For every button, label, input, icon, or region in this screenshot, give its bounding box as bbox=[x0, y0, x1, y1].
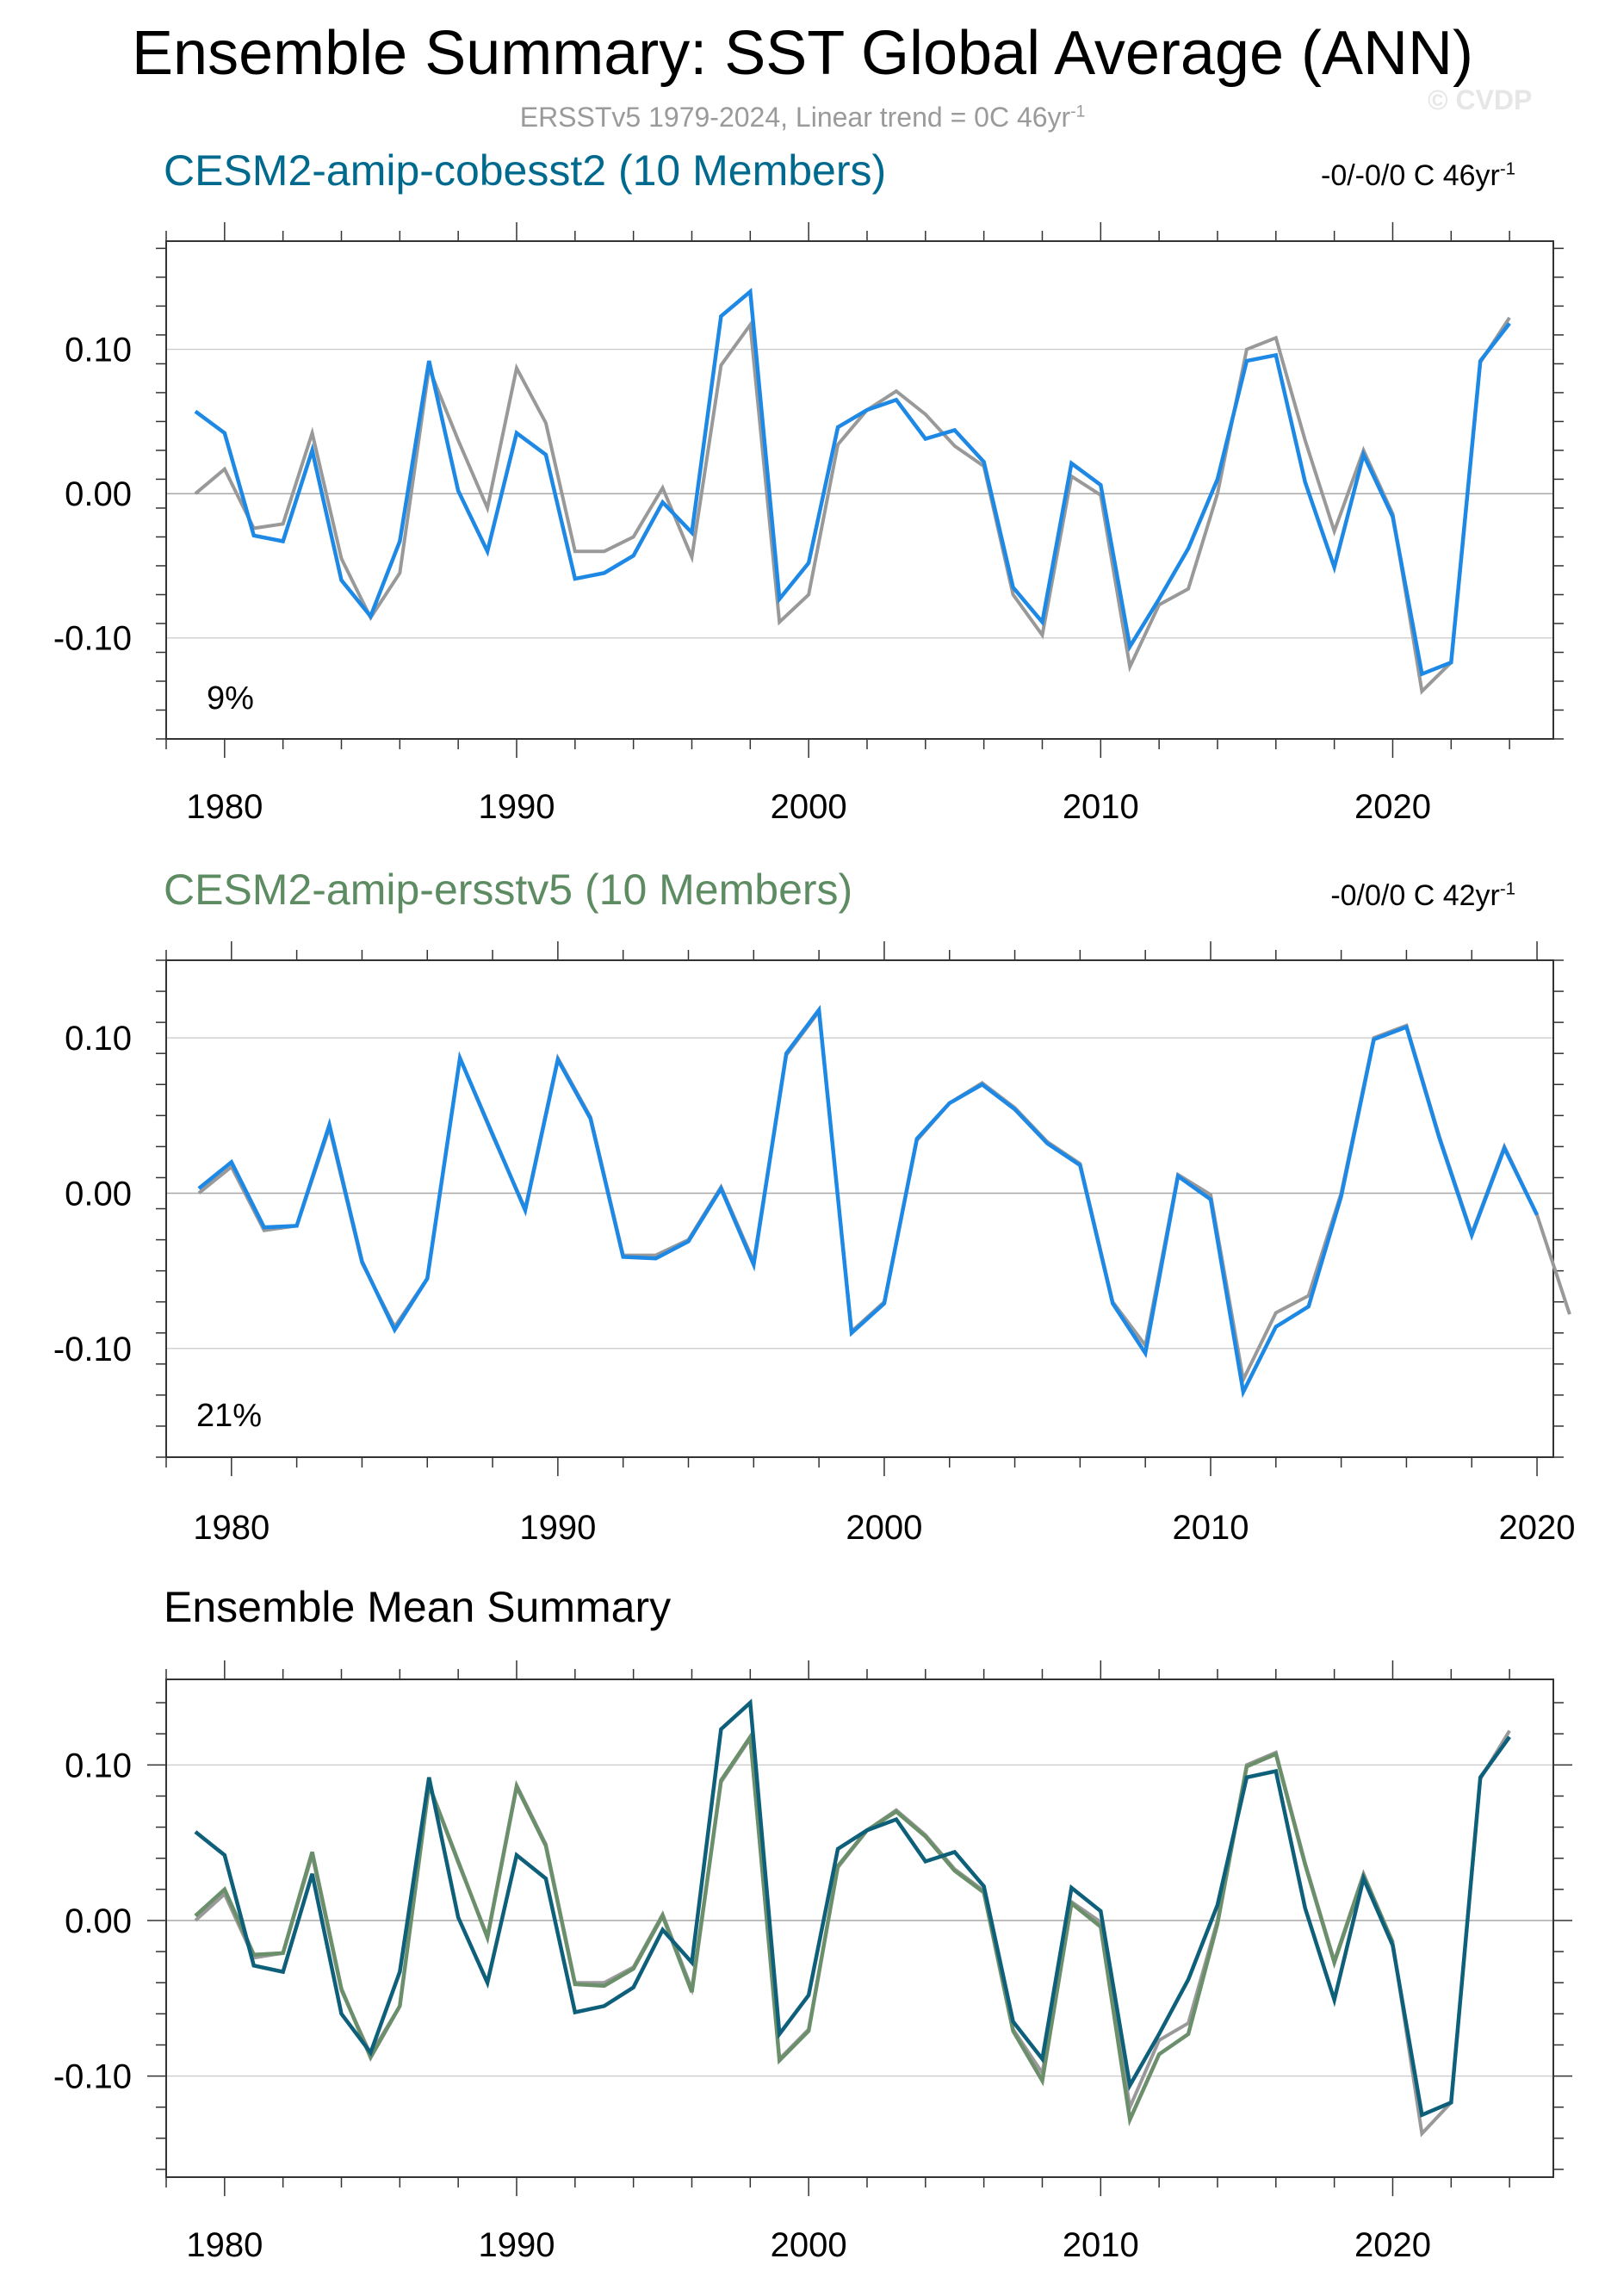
copyright-mark: © CVDP bbox=[1428, 84, 1533, 115]
panel3-series-line bbox=[194, 1731, 1395, 2127]
panel1-trend-text: -0/-0/0 C 46yr bbox=[1321, 159, 1500, 192]
panel3-chart: 0.10 0.00 -0.10 1980 1990 2000 2010 2020 bbox=[53, 1660, 1572, 2264]
panel1-series-line bbox=[194, 288, 1511, 677]
panel3-series-3 bbox=[194, 1698, 1511, 2118]
subtitle-text: ERSSTv5 1979-2024, Linear trend = 0C 46y… bbox=[519, 102, 1071, 133]
panel1-series-2 bbox=[194, 288, 1511, 677]
panel2-series-1 bbox=[197, 1007, 1571, 1386]
panel1-chart: 0.10 0.00 -0.10 1980 1990 2000 2010 2020 9% bbox=[53, 222, 1564, 826]
panel3-xtick-label: 2020 bbox=[1354, 2226, 1431, 2264]
panel3-ytick-label: -0.10 bbox=[53, 2058, 132, 2096]
panel2-xtick-label: 2010 bbox=[1172, 1509, 1249, 1547]
panel2-ytick-label: 0.00 bbox=[65, 1175, 132, 1213]
figure-subtitle: ERSSTv5 1979-2024, Linear trend = 0C 46y… bbox=[0, 100, 1605, 134]
panel2-ytick-label: -0.10 bbox=[53, 1331, 132, 1368]
panel3-plot-frame bbox=[165, 1679, 1554, 2178]
panel3-series-2 bbox=[194, 1731, 1395, 2127]
panel3-xtick-label: 1980 bbox=[186, 2226, 263, 2264]
panel1-xtick-label: 2010 bbox=[1063, 788, 1139, 826]
panel3-title: Ensemble Mean Summary bbox=[164, 1583, 672, 1631]
panel2-trend-sup: -1 bbox=[1499, 879, 1515, 899]
panel3-series-line bbox=[194, 1698, 1511, 2118]
panel1-xtick-label: 2020 bbox=[1354, 788, 1431, 826]
panel1-ytick-label: -0.10 bbox=[53, 620, 132, 658]
panel3-xtick-label: 1990 bbox=[478, 2226, 555, 2264]
panel2-chart: 0.10 0.00 -0.10 1980 1990 2000 2010 2020 21% bbox=[53, 941, 1576, 1547]
panel1-xtick-label: 1990 bbox=[478, 788, 555, 826]
panel2-series-2 bbox=[197, 1004, 1540, 1399]
panel3-xtick-label: 2010 bbox=[1063, 2226, 1139, 2264]
panel1-series-1 bbox=[194, 316, 1511, 695]
figure-title: Ensemble Summary: SST Global Average (AN… bbox=[132, 19, 1473, 88]
panel3-ytick-label: 0.10 bbox=[65, 1747, 132, 1784]
panel1-trend-sup: -1 bbox=[1499, 159, 1515, 179]
panel2-percent-annotation: 21% bbox=[196, 1398, 262, 1434]
panel2-ytick-label: 0.10 bbox=[65, 1020, 132, 1058]
panel1-plot-frame bbox=[165, 240, 1554, 740]
panel2-trend-text: -0/0/0 C 42yr bbox=[1330, 879, 1500, 912]
panel3-ytick-label: 0.00 bbox=[65, 1902, 132, 1940]
panel3-xtick-label: 2000 bbox=[771, 2226, 847, 2264]
subtitle-superscript: -1 bbox=[1070, 102, 1086, 121]
panel1-percent-annotation: 9% bbox=[207, 680, 254, 717]
panel2-xtick-label: 1990 bbox=[519, 1509, 596, 1547]
panel1-ytick-label: 0.00 bbox=[65, 475, 132, 513]
panel1-title: CESM2-amip-cobesst2 (10 Members) bbox=[164, 146, 887, 195]
panel2-xtick-label: 1980 bbox=[193, 1509, 270, 1547]
panel2-trend-label: -0/0/0 C 42yr-1 bbox=[1330, 878, 1515, 913]
panel2-series-line bbox=[197, 1007, 1571, 1386]
panel2-title: CESM2-amip-ersstv5 (10 Members) bbox=[164, 866, 853, 914]
panel1-xtick-label: 1980 bbox=[186, 788, 263, 826]
panel1-series-line bbox=[194, 316, 1511, 695]
panel2-plot-frame bbox=[165, 959, 1554, 1458]
panel1-xtick-label: 2000 bbox=[771, 788, 847, 826]
panel1-ytick-label: 0.10 bbox=[65, 332, 132, 369]
panel2-xtick-label: 2000 bbox=[846, 1509, 922, 1547]
panel2-xtick-label: 2020 bbox=[1499, 1509, 1576, 1547]
panel2-series-line bbox=[197, 1004, 1540, 1399]
panel1-trend-label: -0/-0/0 C 46yr-1 bbox=[1321, 158, 1515, 193]
